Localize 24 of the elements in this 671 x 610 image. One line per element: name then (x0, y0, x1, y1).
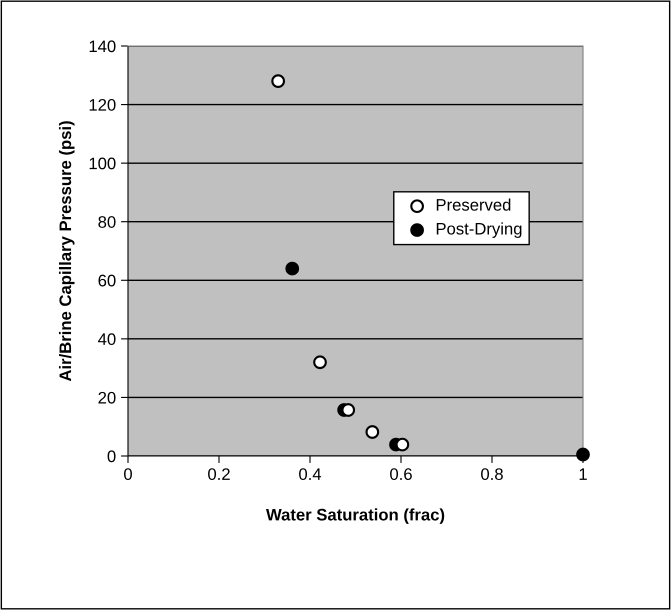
y-tick-label: 120 (90, 98, 116, 111)
y-tick-label: 20 (98, 392, 116, 404)
x-tick-label: 0.6 (390, 468, 412, 480)
x-tick-label: 1 (580, 468, 587, 480)
x-tick-label: 0 (124, 468, 132, 480)
y-tick-label: 40 (98, 333, 116, 346)
y-tick-label: 100 (90, 158, 116, 170)
x-tick-label: 0.4 (299, 468, 322, 480)
legend-label: Post-Drying (436, 222, 522, 238)
point (365, 425, 380, 439)
y-tick-label: 60 (98, 274, 116, 286)
x-tick-label: 0.2 (208, 468, 230, 480)
point (285, 262, 300, 276)
legend-label: Preserved (436, 198, 510, 211)
point (313, 355, 327, 370)
y-axis-title: Air/Brine Capillary Pressure (psi) (58, 121, 74, 382)
y-tick-label: 80 (98, 216, 116, 228)
point (576, 448, 590, 462)
y-tick-label: 0 (108, 450, 116, 462)
point (271, 74, 286, 88)
y-tick-label: 140 (90, 40, 116, 52)
point (396, 438, 410, 452)
x-axis-title: Water Saturation (frac) (266, 508, 444, 524)
x-tick-label: 0.8 (481, 468, 503, 480)
